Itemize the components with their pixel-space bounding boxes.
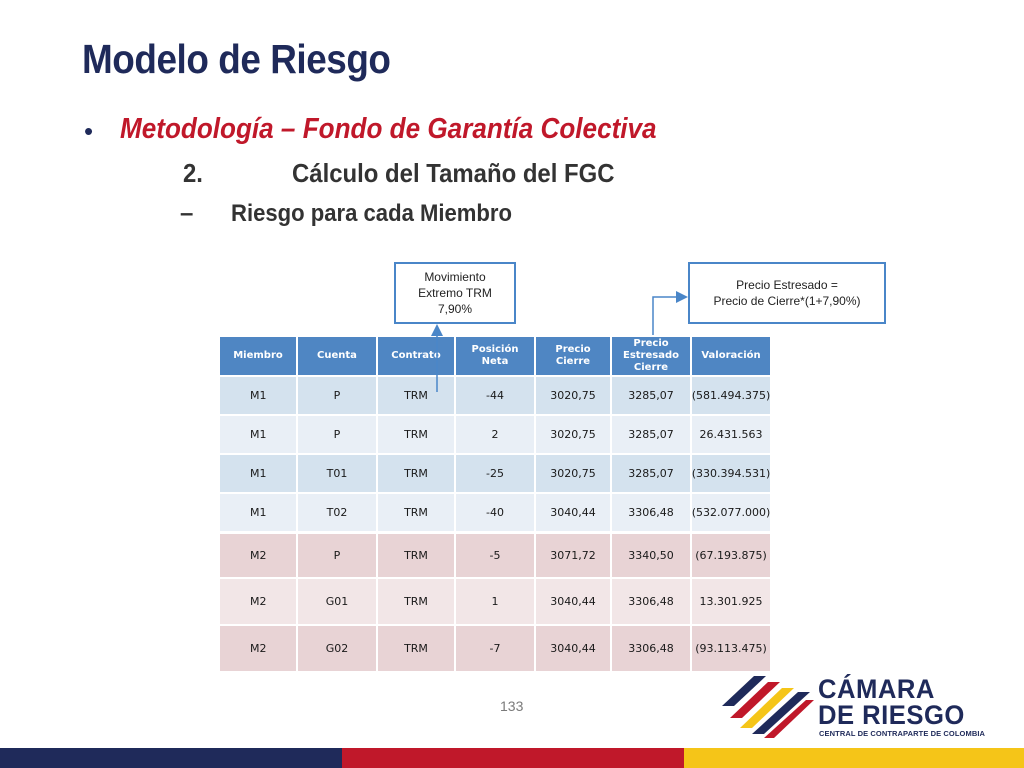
table-cell: 3020,75 (536, 416, 612, 453)
step-number: 2. (183, 158, 203, 188)
table-header-cell: Miembro (220, 337, 298, 375)
table-cell: P (298, 377, 378, 414)
table-header-cell: Precio Cierre (536, 337, 612, 375)
table-cell: M1 (220, 377, 298, 414)
table-row: M1 T02 TRM -40 3040,44 3306,48 (532.077.000) (220, 494, 772, 531)
page-number: 133 (500, 698, 524, 714)
table-cell: 1 (456, 579, 536, 624)
table-cell: TRM (378, 494, 456, 531)
table-cell: M2 (220, 579, 298, 624)
table-header-row: Miembro Cuenta Contrato Posición Neta Precio… (220, 337, 772, 375)
table-cell: 3285,07 (612, 455, 692, 492)
table-cell: 2 (456, 416, 536, 453)
table-cell: TRM (378, 377, 456, 414)
table-cell: 3040,44 (536, 626, 612, 671)
table-cell: 3306,48 (612, 494, 692, 531)
table-cell: TRM (378, 416, 456, 453)
table-cell: -5 (456, 534, 536, 577)
table-cell: M2 (220, 534, 298, 577)
table-cell: -25 (456, 455, 536, 492)
callout-line: Precio de Cierre*(1+7,90%) (713, 294, 861, 308)
table-row: M2 P TRM -5 3071,72 3340,50 (67.193.875) (220, 534, 772, 577)
callout-precio: Precio Estresado = Precio de Cierre*(1+7… (688, 262, 886, 324)
table-cell: 26.431.563 (692, 416, 772, 453)
table-cell: P (298, 534, 378, 577)
logo-mark-icon (722, 676, 814, 738)
footer-navy-segment (0, 748, 342, 768)
table-cell: M1 (220, 494, 298, 531)
table-cell: 3306,48 (612, 579, 692, 624)
table-header-cell: Valoración (692, 337, 772, 375)
callout-line: Precio Estresado = (736, 278, 838, 292)
arrow-to-precio (652, 291, 688, 335)
table-cell: M1 (220, 416, 298, 453)
table-cell: M2 (220, 626, 298, 671)
logo-line-1: CÁMARA (818, 674, 935, 704)
callout-line: Movimiento (424, 270, 486, 284)
table-cell: 3020,75 (536, 455, 612, 492)
logo-tagline: CENTRAL DE CONTRAPARTE DE COLOMBIA (819, 729, 986, 738)
table-cell: 3071,72 (536, 534, 612, 577)
dash-icon: – (180, 200, 194, 227)
table-cell: 3040,44 (536, 579, 612, 624)
callout-movimiento: Movimiento Extremo TRM 7,90% (394, 262, 516, 324)
table-cell: 3306,48 (612, 626, 692, 671)
table-cell: TRM (378, 455, 456, 492)
table-cell: (532.077.000) (692, 494, 772, 531)
table-row: M1 P TRM -44 3020,75 3285,07 (581.494.375) (220, 377, 772, 414)
table-cell: (93.113.475) (692, 626, 772, 671)
table-header-cell: Posición Neta (456, 337, 536, 375)
table-row: M1 P TRM 2 3020,75 3285,07 26.431.563 (220, 416, 772, 453)
table-header-cell: Contrato (378, 337, 456, 375)
table-cell: M1 (220, 455, 298, 492)
footer-yellow-segment (684, 748, 1024, 768)
table-cell: TRM (378, 534, 456, 577)
bullet-heading: Metodología – Fondo de Garantía Colectiv… (120, 113, 657, 145)
table-cell: 3285,07 (612, 416, 692, 453)
table-cell: -44 (456, 377, 536, 414)
table-cell: -7 (456, 626, 536, 671)
step-heading: Cálculo del Tamaño del FGC (292, 158, 615, 188)
table-cell: P (298, 416, 378, 453)
callout-line: 7,90% (437, 302, 473, 316)
footer-color-bar (0, 748, 1024, 768)
table-row: M2 G02 TRM -7 3040,44 3306,48 (93.113.475) (220, 626, 772, 671)
table-cell: 3285,07 (612, 377, 692, 414)
table-header-cell: Cuenta (298, 337, 378, 375)
table-cell: 3340,50 (612, 534, 692, 577)
slide-title: Modelo de Riesgo (82, 36, 391, 82)
table-cell: TRM (378, 626, 456, 671)
table-cell: -40 (456, 494, 536, 531)
callout-line: Extremo TRM (418, 286, 492, 300)
table-cell: 3020,75 (536, 377, 612, 414)
table-cell: 3040,44 (536, 494, 612, 531)
sub-heading: Riesgo para cada Miembro (231, 200, 513, 227)
table-cell: G01 (298, 579, 378, 624)
table-cell: T01 (298, 455, 378, 492)
table-cell: (581.494.375) (692, 377, 772, 414)
bullet-icon: • (84, 116, 94, 146)
table-row: M2 G01 TRM 1 3040,44 3306,48 13.301.925 (220, 579, 772, 624)
table-cell: G02 (298, 626, 378, 671)
footer-red-segment (342, 748, 684, 768)
table-row: M1 T01 TRM -25 3020,75 3285,07 (330.394.531) (220, 455, 772, 492)
table-cell: TRM (378, 579, 456, 624)
table-header-cell: Precio Estresado Cierre (612, 337, 692, 375)
table-cell: (330.394.531) (692, 455, 772, 492)
logo-line-2: DE RIESGO (818, 700, 965, 730)
table-cell: T02 (298, 494, 378, 531)
table-cell: (67.193.875) (692, 534, 772, 577)
table-cell: 13.301.925 (692, 579, 772, 624)
